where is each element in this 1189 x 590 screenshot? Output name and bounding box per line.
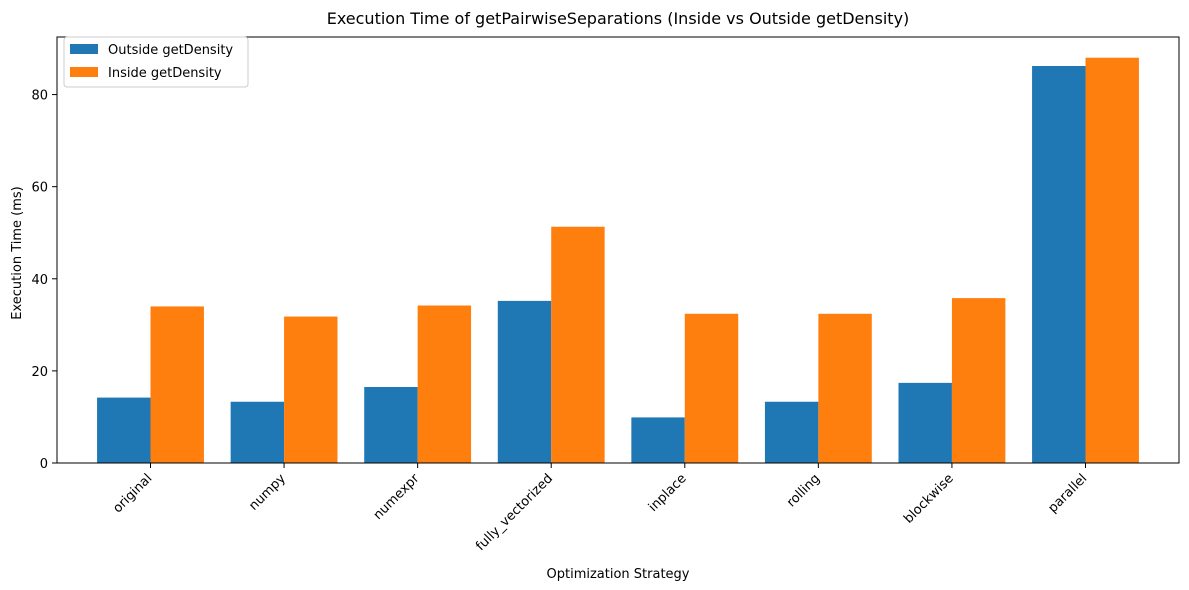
bar-inside-inplace bbox=[684, 313, 739, 463]
plot-frame bbox=[56, 36, 1180, 464]
bar-inside-original bbox=[150, 306, 204, 463]
bar-outside-numexpr bbox=[364, 387, 418, 463]
y-tick-label: 80 bbox=[31, 89, 48, 104]
y-tick-label: 40 bbox=[31, 273, 48, 288]
bar-inside-parallel bbox=[1085, 57, 1139, 463]
bar-outside-parallel bbox=[1032, 66, 1086, 463]
y-axis-label: Execution Time (ms) bbox=[10, 186, 25, 319]
bar-outside-numpy bbox=[230, 401, 285, 463]
x-tick-label-blockwise: blockwise bbox=[901, 471, 957, 527]
x-tick-label-rolling: rolling bbox=[784, 471, 823, 510]
axes-layer: 0 20 40 60 80 original numpy numexpr fully_vecto… bbox=[31, 36, 1180, 554]
bar-inside-numpy bbox=[284, 316, 338, 463]
bar-outside-inplace bbox=[631, 417, 685, 463]
x-tick-label-numexpr: numexpr bbox=[371, 471, 423, 523]
bar-outside-rolling bbox=[764, 401, 819, 463]
chart-title: Execution Time of getPairwiseSeparations… bbox=[327, 9, 910, 28]
legend-label-inside: Inside getDensity bbox=[108, 66, 222, 81]
bar-inside-blockwise bbox=[951, 298, 1006, 463]
bars-layer bbox=[97, 57, 1139, 463]
y-tick-label: 20 bbox=[31, 365, 48, 380]
legend: Outside getDensity Inside getDensity bbox=[63, 36, 249, 88]
x-tick-label-parallel: parallel bbox=[1046, 471, 1091, 516]
legend-box bbox=[63, 36, 249, 88]
x-tick-label-numpy: numpy bbox=[246, 471, 289, 514]
y-tick-label: 60 bbox=[31, 181, 48, 196]
bar-outside-blockwise bbox=[898, 382, 952, 463]
x-tick-label-inplace: inplace bbox=[646, 471, 690, 515]
x-axis-label: Optimization Strategy bbox=[547, 567, 690, 582]
y-tick-label: 0 bbox=[40, 457, 48, 472]
bar-outside-original bbox=[97, 397, 151, 463]
x-tick-label-original: original bbox=[110, 471, 155, 516]
bar-inside-rolling bbox=[818, 313, 872, 463]
legend-swatch-outside bbox=[70, 44, 98, 54]
bar-inside-numexpr bbox=[417, 305, 472, 463]
bar-inside-fully_vectorized bbox=[551, 226, 605, 463]
bar-outside-fully_vectorized bbox=[497, 300, 552, 463]
x-tick-label-fully_vectorized: fully_vectorized bbox=[473, 471, 556, 554]
legend-label-outside: Outside getDensity bbox=[108, 43, 233, 58]
legend-swatch-inside bbox=[70, 67, 98, 77]
